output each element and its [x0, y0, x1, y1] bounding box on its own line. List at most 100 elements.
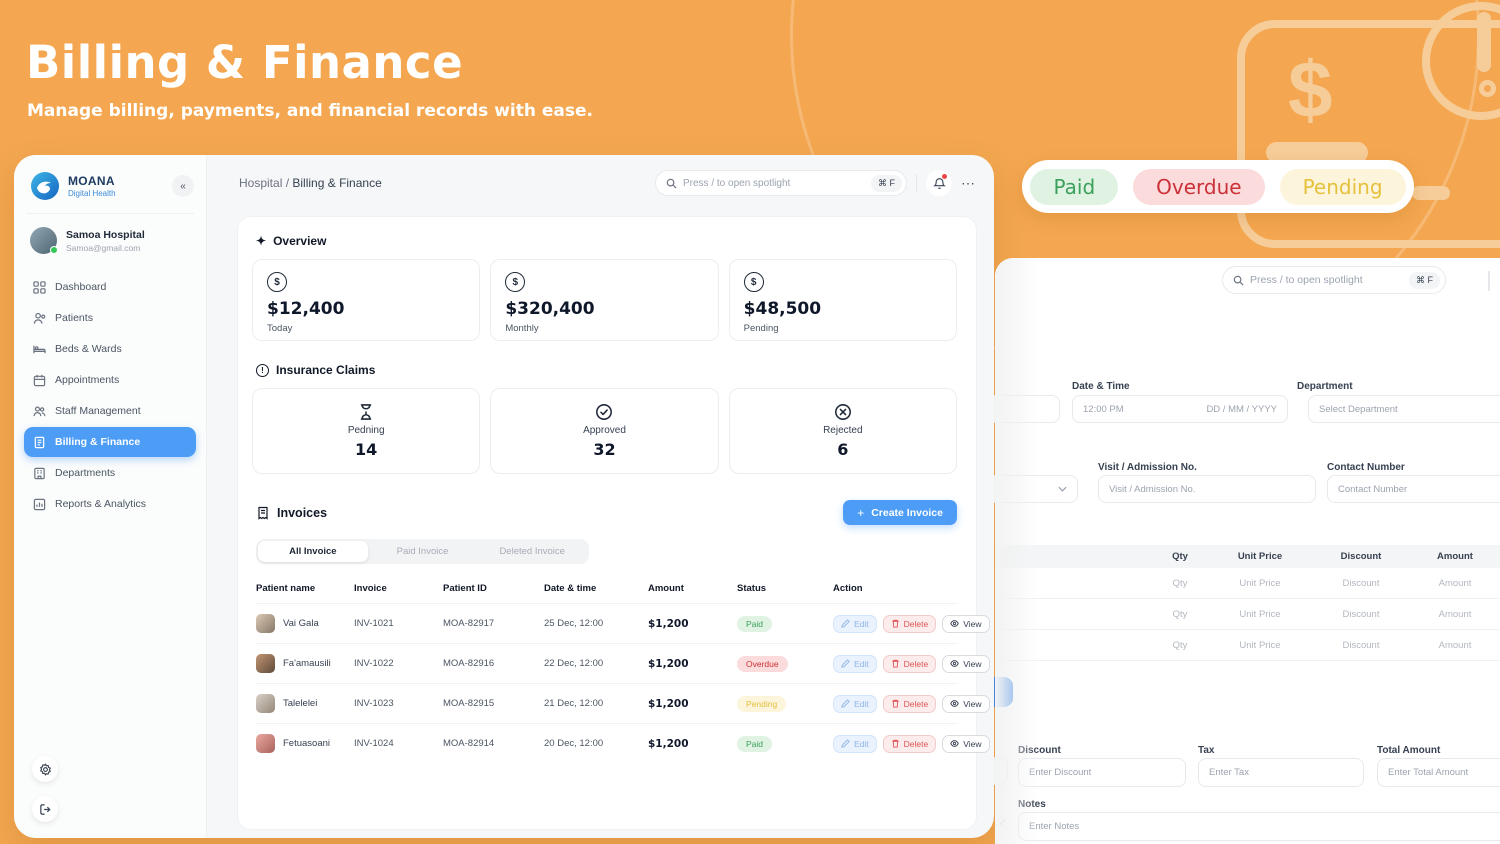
tax-placeholder: Enter Tax	[1209, 767, 1249, 778]
status-badge: Paid	[737, 735, 773, 752]
spotlight-search-input[interactable]: Press / to open spotlight ⌘ F	[1222, 266, 1446, 294]
calendar-icon	[33, 374, 46, 387]
status-badge: Pending	[737, 695, 787, 712]
stat-card-monthly: $ $320,400 Monthly	[490, 259, 719, 341]
department-select[interactable]: Select Department	[1308, 395, 1500, 423]
sidebar-collapse-button[interactable]: «	[172, 175, 194, 197]
delete-button[interactable]: Delete	[882, 734, 937, 753]
billing-machine-illustration	[1237, 20, 1500, 248]
bed-icon	[33, 343, 46, 356]
view-button[interactable]: View	[942, 654, 990, 673]
topbar: Hospital / Billing & Finance Press / to …	[207, 155, 994, 211]
delete-button[interactable]: Delete	[882, 614, 937, 633]
view-button[interactable]: View	[942, 734, 990, 753]
items-row[interactable]: Qty Unit Price Discount Amount	[995, 568, 1500, 599]
department-label: Department	[1297, 381, 1353, 392]
stat-amount: $48,500	[743, 299, 822, 319]
table-header-row: Patient name Invoice Patient ID Date & t…	[256, 583, 863, 594]
edit-button[interactable]: Edit	[833, 694, 877, 713]
edit-button[interactable]: Edit	[833, 614, 877, 633]
claim-card-approved: Approved 32	[490, 388, 719, 474]
decor-exclamation-dot	[1479, 80, 1496, 97]
status-legend: Paid Overdue Pending	[1022, 160, 1414, 213]
app-window: MOANA Digital Health « Samoa Hospital Sa…	[14, 155, 994, 838]
divider	[1488, 271, 1490, 291]
dollar-circle-icon: $	[505, 272, 526, 292]
sidebar-item-appointments[interactable]: Appointments	[24, 365, 196, 395]
alert-circle-icon: !	[256, 363, 269, 377]
items-row[interactable]: Qty Unit Price Discount Amount	[995, 630, 1500, 661]
stat-label: Monthly	[505, 323, 539, 334]
stat-card-today: $ $12,400 Today	[252, 259, 481, 341]
create-invoice-button[interactable]: + Create Invoice	[843, 500, 957, 525]
status-badge: Overdue	[737, 655, 788, 672]
table-row[interactable]: Vai Gala INV-1021 MOA-82917 25 Dec, 12:0…	[256, 603, 990, 643]
logout-button[interactable]	[32, 796, 58, 822]
total-amount-field[interactable]: Enter Total Amount	[1377, 758, 1500, 787]
breadcrumb-root[interactable]: Hospital	[239, 176, 283, 190]
chevron-down-icon	[1058, 486, 1067, 492]
tax-field[interactable]: Enter Tax	[1198, 758, 1364, 787]
sidebar-item-staff-management[interactable]: Staff Management	[24, 396, 196, 426]
contact-field[interactable]: Contact Number	[1327, 475, 1500, 503]
notifications-button[interactable]	[926, 170, 952, 196]
sidebar-item-reports-analytics[interactable]: Reports & Analytics	[24, 489, 196, 519]
tab-paid-invoice[interactable]: Paid Invoice	[396, 546, 449, 557]
view-button[interactable]: View	[942, 614, 990, 633]
date-time-field[interactable]: 12:00 PM DD / MM / YYYY	[1072, 395, 1288, 423]
invoices-table: Patient name Invoice Patient ID Date & t…	[256, 579, 990, 763]
staff-icon	[33, 405, 46, 418]
delete-button[interactable]: Delete	[882, 694, 937, 713]
breadcrumb-current: Billing & Finance	[292, 176, 382, 190]
spotlight-search-input[interactable]: Press / to open spotlight ⌘ F	[655, 170, 907, 196]
settings-button[interactable]	[32, 756, 58, 782]
sidebar-item-billing-finance[interactable]: Billing & Finance	[24, 427, 196, 457]
sidebar-item-dashboard[interactable]: Dashboard	[24, 272, 196, 302]
profile-name: Samoa Hospital	[66, 228, 145, 241]
legend-pill-pending: Pending	[1279, 168, 1406, 205]
profile-email: Samoa@gmail.com	[66, 242, 141, 253]
panel-edge-fade	[995, 258, 1039, 844]
brand-tagline: Digital Health	[68, 189, 116, 198]
tab-all-invoice[interactable]: All Invoice	[258, 541, 368, 562]
stat-label: Pending	[743, 323, 779, 334]
breadcrumb: Hospital / Billing & Finance	[239, 176, 382, 190]
x-circle-icon	[834, 403, 852, 421]
discount-label: Discount	[1018, 745, 1061, 756]
sidebar-nav: Dashboard Patients Beds & Wards Appointm…	[14, 264, 206, 527]
notes-field[interactable]: Enter Notes	[1018, 812, 1500, 841]
table-row[interactable]: Fa'amausili INV-1022 MOA-82916 22 Dec, 1…	[256, 643, 990, 683]
discount-field[interactable]: Enter Discount	[1018, 758, 1186, 787]
time-value: 12:00 PM	[1083, 403, 1124, 415]
gear-icon	[39, 763, 52, 776]
table-row[interactable]: Talelelei INV-1023 MOA-82915 21 Dec, 12:…	[256, 683, 990, 723]
table-row[interactable]: Fetuasoani INV-1024 MOA-82914 20 Dec, 12…	[256, 723, 990, 763]
stat-card-pending: $ $48,500 Pending	[728, 259, 957, 341]
online-status-dot	[50, 246, 58, 254]
claims-heading: Insurance Claims	[276, 363, 376, 377]
items-row[interactable]: Qty Unit Price Discount Amount	[995, 599, 1500, 630]
tab-deleted-invoice[interactable]: Deleted Invoice	[499, 546, 565, 557]
shortcut-badge: ⌘ F	[871, 174, 902, 192]
profile-card[interactable]: Samoa Hospital Samoa@gmail.com	[14, 214, 206, 264]
sidebar-item-patients[interactable]: Patients	[24, 303, 196, 333]
date-placeholder: DD / MM / YYYY	[1206, 403, 1277, 415]
decor-slot-bar	[1266, 142, 1368, 163]
sidebar-item-beds-wards[interactable]: Beds & Wards	[24, 334, 196, 364]
edit-button[interactable]: Edit	[833, 654, 877, 673]
edit-button[interactable]: Edit	[833, 734, 877, 753]
department-placeholder: Select Department	[1319, 403, 1398, 415]
sidebar-item-departments[interactable]: Departments	[24, 458, 196, 488]
patients-icon	[33, 312, 46, 325]
search-icon	[666, 178, 677, 189]
dollar-circle-icon: $	[267, 272, 287, 292]
stat-amount: $320,400	[505, 299, 595, 319]
avatar	[256, 694, 275, 713]
overview-heading: Overview	[273, 234, 327, 248]
visit-field[interactable]: Visit / Admission No.	[1098, 475, 1316, 503]
sidebar: MOANA Digital Health « Samoa Hospital Sa…	[14, 155, 207, 838]
view-button[interactable]: View	[942, 694, 990, 713]
more-menu-button[interactable]: ⋯	[961, 174, 976, 191]
brand-name: MOANA	[68, 174, 115, 188]
delete-button[interactable]: Delete	[882, 654, 937, 673]
